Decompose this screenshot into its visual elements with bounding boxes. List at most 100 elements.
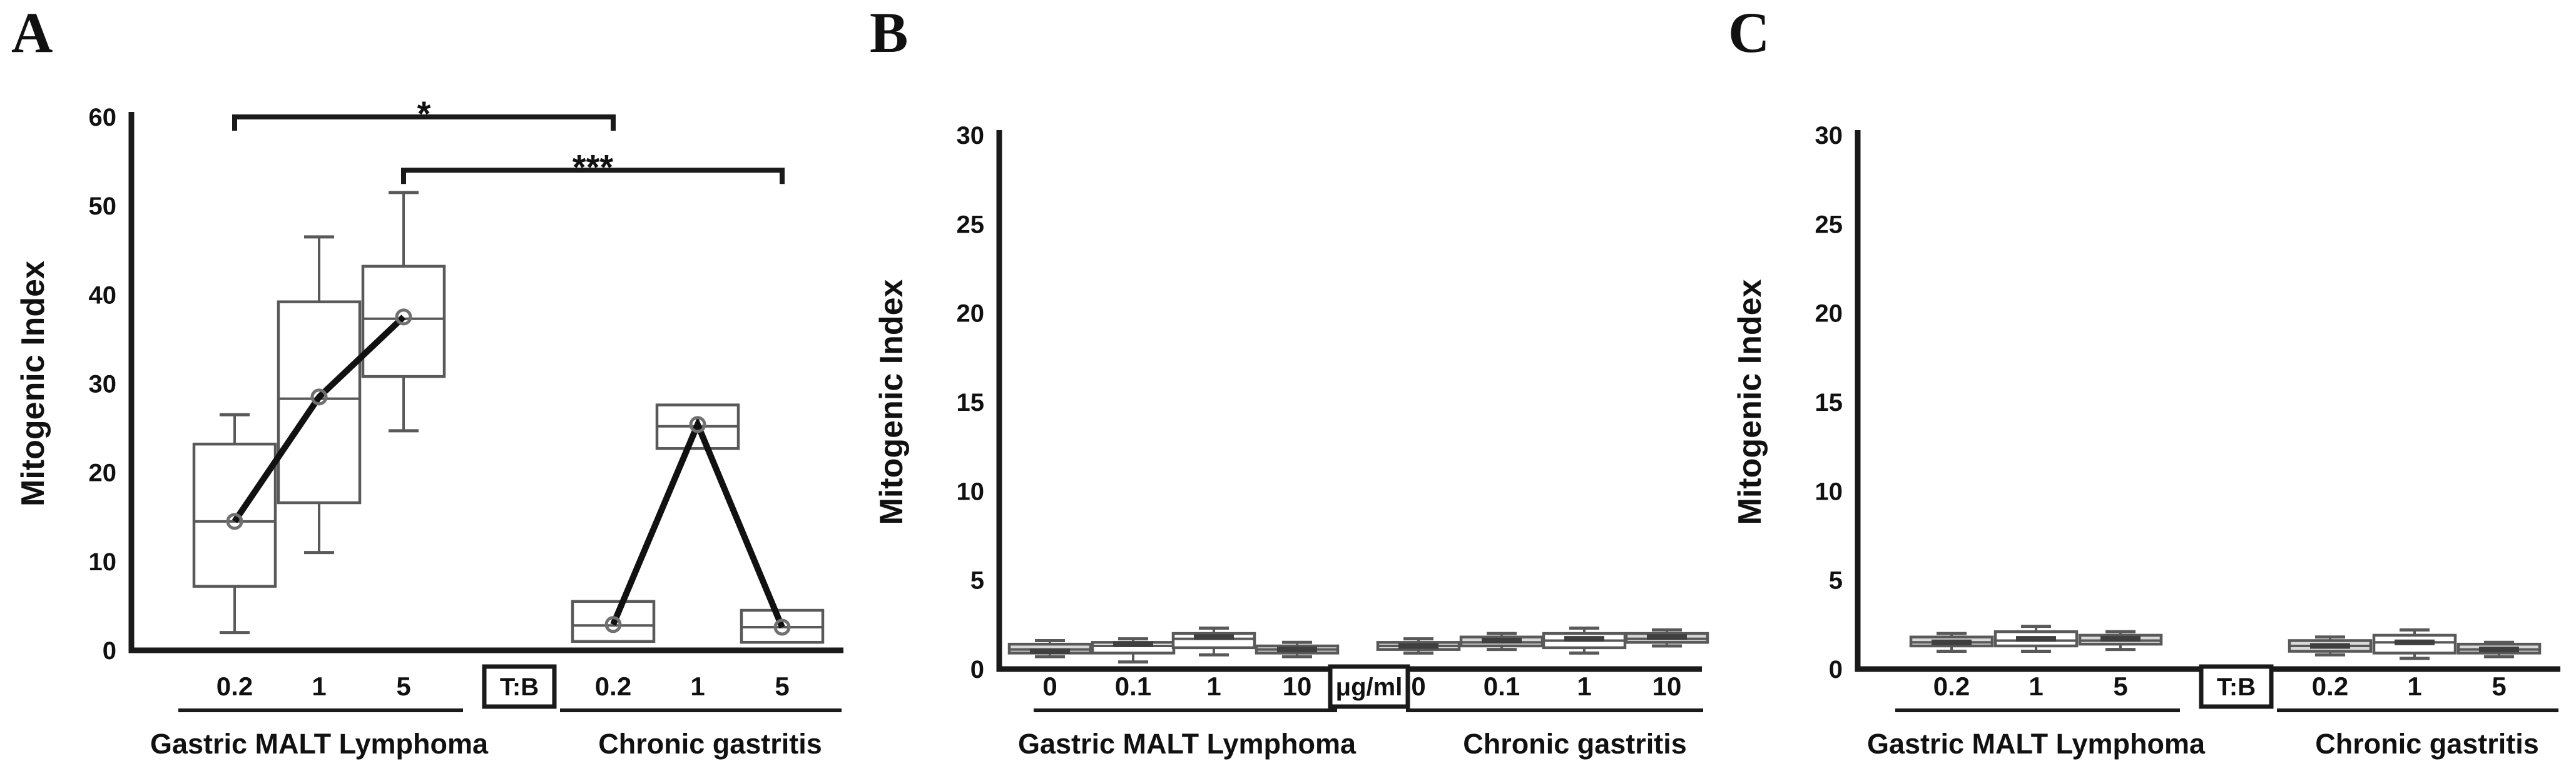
x-tick-label: 1 [1577, 672, 1591, 701]
x-tick-label: 0.1 [1484, 672, 1520, 701]
significance-label: *** [573, 147, 614, 186]
mean-marker-circle [395, 308, 412, 326]
y-tick-label: 15 [1815, 389, 1843, 416]
group-label: Gastric MALT Lymphoma [1018, 728, 1357, 760]
unit-label: μg/ml [1336, 673, 1403, 701]
y-axis-title: Mitogenic Index [15, 261, 51, 506]
box-gastric-malt-lymphoma-1 [1171, 627, 1256, 657]
box-gastric-malt-lymphoma-0 [1007, 638, 1092, 658]
y-tick-label: 15 [957, 389, 985, 416]
box-chronic-gastritis-1 [2372, 628, 2457, 660]
box-chronic-gastritis-5 [2456, 640, 2542, 658]
unit-label-box [482, 664, 557, 709]
iqr-box [1171, 632, 1256, 650]
box-gastric-malt-lymphoma-0.1 [1091, 637, 1176, 664]
box-chronic-gastritis-0 [1376, 637, 1461, 655]
panel-letter-b: B [870, 1, 909, 64]
y-tick-label: 20 [957, 300, 985, 328]
x-tick-label: 1 [1206, 672, 1221, 701]
box-chronic-gastritis-0.2 [2288, 635, 2373, 657]
mean-marker-circle [689, 416, 706, 433]
mean-marker-circle [604, 616, 622, 633]
y-tick-label: 5 [1829, 567, 1843, 595]
x-tick-label: 10 [1283, 672, 1312, 701]
x-tick-label: 0.2 [216, 672, 253, 701]
box-chronic-gastritis-1 [1542, 627, 1627, 655]
y-tick-label: 40 [89, 281, 117, 309]
y-tick-label: 10 [957, 478, 985, 505]
box-gastric-malt-lymphoma-5 [2078, 630, 2163, 652]
y-tick-label: 0 [970, 656, 984, 683]
box-gastric-malt-lymphoma-0.2 [1909, 632, 1994, 653]
y-tick-label: 5 [970, 567, 984, 595]
y-axis-title: Mitogenic Index [1732, 279, 1768, 525]
group-label: Chronic gastritis [598, 728, 822, 760]
x-tick-label: 0.2 [2312, 672, 2348, 701]
y-tick-label: 50 [89, 193, 117, 220]
iqr-box [361, 265, 446, 378]
y-tick-label: 0 [103, 637, 116, 665]
box-chronic-gastritis-10 [1624, 628, 1709, 648]
y-tick-label: 25 [1815, 211, 1843, 238]
panel-letter-c: C [1728, 1, 1770, 64]
iqr-box [2372, 633, 2457, 655]
mean-marker-circle [773, 618, 791, 636]
y-tick-label: 10 [1815, 478, 1843, 505]
y-tick-label: 20 [1815, 300, 1843, 328]
y-tick-label: 0 [1829, 656, 1843, 683]
mean-connecting-line [232, 315, 406, 523]
box-chronic-gastritis-0.1 [1459, 632, 1544, 652]
x-tick-label: 1 [2407, 672, 2421, 701]
mean-marker-circle [310, 388, 328, 406]
box-gastric-malt-lymphoma-1 [1993, 625, 2079, 653]
y-tick-label: 30 [957, 122, 985, 149]
group-label: Chronic gastritis [1463, 728, 1687, 760]
y-tick-label: 25 [957, 211, 985, 238]
x-tick-label: 5 [2492, 672, 2506, 701]
panel-letter-a: A [11, 1, 53, 64]
x-tick-label: 5 [2113, 672, 2127, 701]
unit-label-box [1328, 664, 1410, 709]
mean-marker-circle [226, 513, 243, 530]
x-tick-label: 10 [1652, 672, 1682, 701]
x-tick-label: 0.2 [595, 672, 631, 701]
box-chronic-gastritis-5 [740, 608, 825, 644]
box-gastric-malt-lymphoma-10 [1255, 640, 1340, 658]
group-label: Gastric MALT Lymphoma [150, 728, 489, 760]
significance-label: * [417, 94, 431, 133]
x-tick-label: 0 [1042, 672, 1057, 701]
panel-c: C Mitogenic Index 0 5 10 15 20 25 30 0.2 1 5 Gastri… [1717, 0, 2576, 771]
x-tick-label: 0.2 [1933, 672, 1970, 701]
box-chronic-gastritis-0.2 [571, 600, 656, 643]
x-tick-label: 1 [2029, 672, 2043, 701]
x-tick-label: 5 [396, 672, 410, 701]
x-tick-label: 1 [312, 672, 326, 701]
unit-label-box [2199, 664, 2274, 709]
unit-label: T:B [2217, 673, 2256, 701]
box-gastric-malt-lymphoma-0.2 [192, 413, 277, 635]
y-tick-label: 20 [89, 460, 117, 487]
x-tick-label: 0 [1411, 672, 1425, 701]
y-tick-label: 60 [89, 104, 117, 131]
significance-bracket [232, 114, 616, 131]
x-tick-label: 1 [690, 672, 705, 701]
mean-connecting-line [610, 416, 785, 628]
unit-label: T:B [500, 673, 539, 701]
y-tick-label: 10 [89, 548, 117, 576]
significance-bracket [401, 168, 785, 184]
group-label: Chronic gastritis [2315, 728, 2539, 760]
panel-b: B Mitogenic Index 0 5 10 15 20 25 30 0 0.1 1 10 Gast… [858, 0, 1717, 771]
panel-a: A Mitogenic Index 0 10 20 30 40 50 60 * *** 0.2 1 5 G… [0, 0, 858, 771]
box-gastric-malt-lymphoma-5 [361, 191, 446, 433]
x-tick-label: 5 [775, 672, 789, 701]
iqr-box [571, 600, 656, 643]
y-axis-title: Mitogenic Index [873, 279, 910, 525]
y-tick-label: 30 [1815, 122, 1843, 149]
group-label: Gastric MALT Lymphoma [1867, 728, 2206, 760]
x-tick-label: 0.1 [1115, 672, 1151, 701]
y-tick-label: 30 [89, 371, 117, 398]
